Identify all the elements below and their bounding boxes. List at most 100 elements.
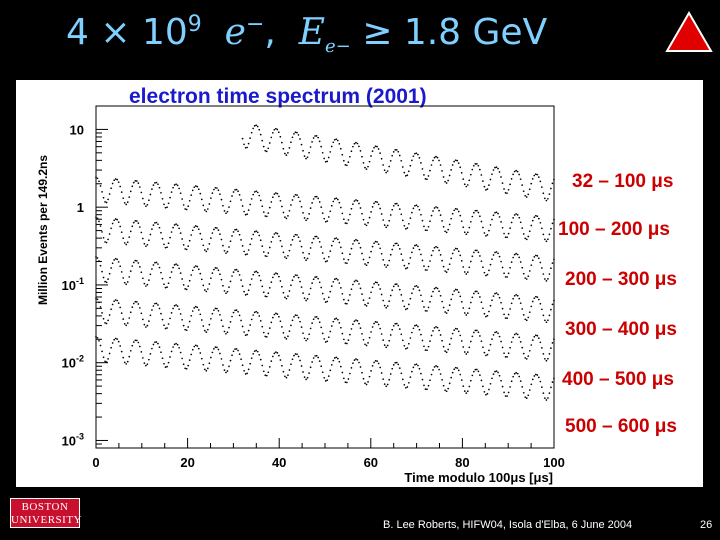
data-point: [188, 199, 191, 202]
data-point: [530, 344, 533, 346]
data-point: [343, 218, 345, 221]
data-point: [365, 383, 368, 386]
title-particle-charge: −: [245, 12, 265, 37]
data-point: [507, 352, 510, 355]
data-point: [216, 346, 218, 349]
data-point: [469, 220, 472, 223]
data-point: [228, 326, 230, 329]
data-point: [226, 250, 229, 253]
data-point: [380, 157, 383, 160]
data-point: [138, 266, 141, 268]
data-point: [385, 385, 388, 388]
data-point: [278, 195, 280, 198]
data-point: [323, 157, 326, 160]
data-point: [231, 315, 233, 318]
data-point: [534, 173, 537, 175]
data-point: [131, 265, 134, 267]
data-point: [403, 344, 406, 347]
data-point: [397, 285, 400, 287]
title-count: 4 × 10: [66, 12, 188, 53]
data-point: [294, 274, 297, 276]
data-point: [158, 266, 161, 269]
data-point: [155, 261, 158, 264]
data-point: [167, 282, 170, 285]
data-point: [474, 368, 477, 371]
data-point: [448, 343, 451, 346]
data-point: [519, 302, 522, 305]
data-point: [268, 327, 271, 329]
data-point: [330, 285, 333, 287]
data-point: [249, 283, 252, 286]
data-point: [255, 124, 258, 127]
data-point: [244, 294, 247, 296]
data-point: [164, 327, 167, 330]
data-point: [433, 246, 436, 249]
data-point: [311, 282, 313, 284]
data-point: [196, 306, 199, 309]
data-point: [469, 301, 472, 304]
data-point: [228, 246, 230, 248]
data-point: [167, 242, 170, 245]
data-point: [542, 273, 545, 275]
data-point: [193, 345, 196, 348]
data-point: [305, 259, 307, 261]
data-point: [320, 365, 323, 368]
data-point: [111, 222, 114, 225]
data-point: [418, 208, 421, 211]
plot-frame: [95, 105, 555, 449]
data-point: [214, 226, 217, 229]
data-point: [370, 331, 372, 333]
data-point: [421, 339, 424, 342]
data-point: [476, 290, 478, 293]
data-point: [376, 241, 378, 243]
data-point: [507, 188, 510, 191]
data-point: [200, 278, 203, 281]
y-tick-label-0: 10: [70, 122, 84, 137]
data-point: [327, 296, 330, 299]
data-point: [445, 390, 448, 393]
data-point: [125, 283, 128, 286]
data-point: [424, 269, 427, 271]
data-point: [361, 371, 363, 374]
logo-line2: UNIVERSITY: [11, 514, 82, 526]
data-point: [411, 370, 413, 373]
data-point: [258, 353, 261, 356]
data-point: [219, 273, 221, 276]
data-point: [271, 276, 274, 279]
data-point: [551, 303, 554, 306]
data-point: [435, 155, 437, 158]
data-point: [450, 168, 452, 171]
data-point: [110, 267, 112, 269]
data-point: [158, 186, 161, 189]
data-point: [383, 344, 386, 346]
data-point: [551, 262, 554, 264]
data-point: [229, 321, 232, 323]
data-point: [491, 338, 493, 340]
data-point: [547, 197, 549, 200]
data-point: [262, 291, 265, 294]
data-point: [463, 390, 466, 392]
data-point: [391, 328, 394, 331]
data-point: [550, 187, 552, 190]
data-point: [352, 145, 354, 148]
data-point: [527, 355, 530, 357]
data-point: [300, 365, 303, 367]
data-point: [169, 356, 171, 358]
data-point: [312, 278, 315, 281]
data-point: [433, 287, 436, 290]
data-point: [547, 238, 549, 241]
data-point: [107, 278, 109, 280]
data-point: [288, 330, 291, 333]
x-axis-label: Time modulo 100μs [μs]: [404, 470, 553, 485]
data-point: [187, 326, 190, 328]
data-point: [506, 356, 508, 358]
data-point: [411, 211, 413, 214]
data-point: [173, 304, 176, 307]
data-point: [447, 179, 449, 182]
data-point: [347, 378, 350, 380]
data-point: [486, 234, 489, 236]
data-point: [247, 289, 250, 292]
data-point: [388, 165, 391, 168]
data-point: [314, 355, 316, 357]
data-point: [217, 269, 220, 272]
